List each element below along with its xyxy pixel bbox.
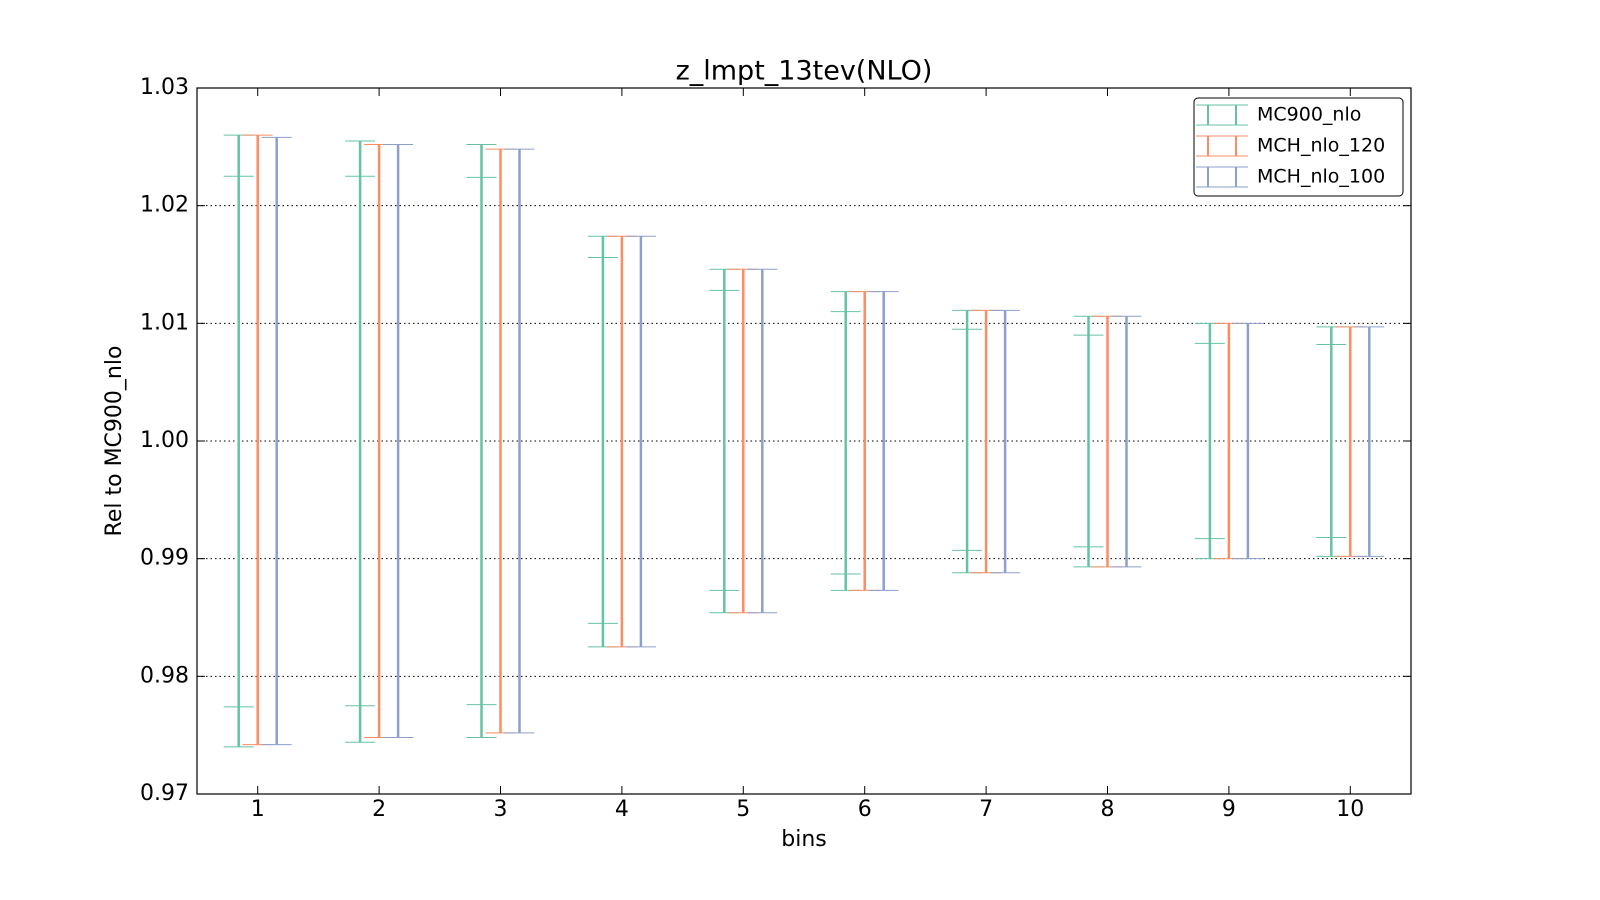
plot-frame xyxy=(196,87,1412,795)
x-tick-label: 5 xyxy=(736,797,750,822)
x-tick-label: 7 xyxy=(979,797,993,822)
x-tick-label: 3 xyxy=(494,797,508,822)
x-tick-label: 2 xyxy=(372,797,386,822)
y-tick-label: 0.98 xyxy=(140,663,189,688)
x-axis-label: bins xyxy=(781,827,826,852)
x-tick-label: 6 xyxy=(858,797,872,822)
x-tick-label: 1 xyxy=(251,797,265,822)
y-tick-label: 1.01 xyxy=(140,310,189,335)
x-tick-label: 4 xyxy=(615,797,629,822)
x-tick-label: 8 xyxy=(1101,797,1115,822)
y-tick-label: 1.00 xyxy=(140,428,189,453)
legend-label: MC900_nlo xyxy=(1257,104,1361,126)
y-tick-label: 0.97 xyxy=(140,781,189,806)
chart-title: z_lmpt_13tev(NLO) xyxy=(676,56,933,87)
x-tick-label: 10 xyxy=(1336,797,1364,822)
legend-box xyxy=(1193,97,1404,197)
y-tick-label: 0.99 xyxy=(140,546,189,571)
y-tick-label: 1.03 xyxy=(140,75,189,100)
legend-label: MCH_nlo_100 xyxy=(1257,166,1385,188)
x-tick-label: 9 xyxy=(1222,797,1236,822)
y-axis-label: Rel to MC900_nlo xyxy=(102,346,127,537)
y-tick-label: 1.02 xyxy=(140,193,189,218)
legend-label: MCH_nlo_120 xyxy=(1257,135,1385,157)
